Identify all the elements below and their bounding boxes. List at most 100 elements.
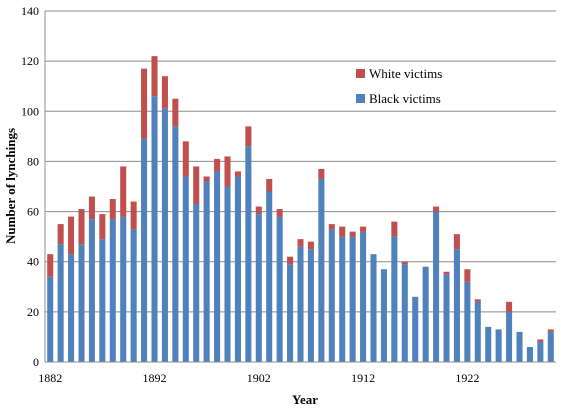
bar-black-victims-1921 [453, 249, 460, 362]
bar-white-victims-1910 [339, 226, 346, 237]
bar-white-victims-1920 [443, 271, 450, 275]
bar-black-victims-1899 [224, 186, 231, 362]
y-tick-label: 40 [27, 255, 39, 269]
x-tick-label: 1902 [247, 371, 271, 385]
bar-white-victims-1923 [474, 299, 481, 302]
bar-white-victims-1886 [88, 196, 95, 220]
y-tick-label: 20 [27, 305, 39, 319]
bar-white-victims-1900 [234, 171, 241, 177]
bar-white-victims-1889 [120, 166, 127, 217]
bar-white-victims-1893 [161, 76, 168, 109]
bar-black-victims-1920 [443, 274, 450, 362]
gridlines [45, 10, 556, 313]
bar-white-victims-1890 [130, 201, 137, 230]
bar-black-victims-1925 [495, 329, 502, 362]
bar-white-victims-1906 [297, 239, 304, 247]
legend: White victims Black victims [356, 66, 442, 106]
bar-black-victims-1910 [339, 236, 346, 362]
bar-white-victims-1903 [266, 178, 273, 192]
bar-black-victims-1888 [109, 219, 116, 362]
bar-white-victims-1911 [349, 231, 356, 237]
legend-swatch-white-victims [356, 69, 365, 78]
y-tick-label: 100 [21, 104, 39, 118]
bar-black-victims-1900 [234, 176, 241, 362]
bar-black-victims-1897 [203, 181, 210, 362]
bar-black-victims-1890 [130, 229, 137, 362]
y-tick-label: 120 [21, 54, 39, 68]
bar-white-victims-1929 [537, 339, 544, 342]
y-tick-label: 60 [27, 205, 39, 219]
bar-black-victims-1896 [193, 204, 200, 362]
bar-black-victims-1891 [141, 138, 148, 362]
bar-black-victims-1913 [370, 254, 377, 362]
bar-white-victims-1895 [182, 141, 189, 177]
bar-black-victims-1883 [57, 244, 64, 362]
x-axis-title: Year [292, 392, 318, 407]
bar-black-victims-1903 [266, 191, 273, 362]
bar-black-victims-1905 [287, 264, 294, 362]
bar-white-victims-1905 [287, 256, 294, 265]
bar-white-victims-1894 [172, 98, 179, 127]
bar-black-victims-1908 [318, 178, 325, 362]
bar-black-victims-1911 [349, 236, 356, 362]
bar-black-victims-1912 [360, 231, 367, 362]
bar-black-victims-1895 [182, 176, 189, 362]
bar-white-victims-1926 [506, 301, 513, 312]
bar-black-victims-1926 [506, 311, 513, 362]
bar-white-victims-1884 [68, 216, 75, 255]
bar-black-victims-1917 [412, 296, 419, 362]
bar-white-victims-1916 [401, 261, 408, 265]
bar-white-victims-1887 [99, 214, 106, 240]
bar-white-victims-1898 [214, 158, 221, 172]
bar-black-victims-1927 [516, 331, 523, 362]
bar-black-victims-1901 [245, 146, 252, 362]
bar-black-victims-1894 [172, 126, 179, 362]
bar-black-victims-1886 [88, 219, 95, 362]
legend-swatch-black-victims [356, 94, 365, 103]
bar-black-victims-1928 [526, 346, 533, 362]
bar-black-victims-1922 [464, 281, 471, 362]
bar-black-victims-1902 [255, 214, 262, 362]
bar-white-victims-1907 [307, 241, 314, 250]
bar-white-victims-1888 [109, 199, 116, 220]
bar-black-victims-1898 [214, 171, 221, 362]
x-tick-labels: 1882 1892 1902 1912 1922 [38, 371, 479, 385]
bar-white-victims-1921 [453, 234, 460, 250]
y-tick-label: 0 [33, 355, 39, 369]
bar-black-victims-1882 [47, 276, 54, 362]
bar-white-victims-1901 [245, 126, 252, 147]
bar-white-victims-1883 [57, 224, 64, 245]
bar-white-victims-1897 [203, 176, 210, 182]
y-tick-label: 140 [21, 4, 39, 18]
bar-white-victims-1882 [47, 254, 54, 277]
x-tick-label: 1882 [38, 371, 62, 385]
bar-white-victims-1896 [193, 166, 200, 205]
bar-black-victims-1929 [537, 341, 544, 362]
bar-white-victims-1915 [391, 221, 398, 237]
bar-black-victims-1915 [391, 236, 398, 362]
bar-white-victims-1919 [433, 206, 440, 212]
legend-label-black-victims: Black victims [369, 91, 441, 106]
bar-white-victims-1904 [276, 209, 283, 217]
bar-white-victims-1909 [328, 224, 335, 230]
bar-black-victims-1916 [401, 264, 408, 362]
bar-black-victims-1914 [380, 269, 387, 362]
bar-black-victims-1885 [78, 244, 85, 362]
bar-white-victims-1930 [547, 329, 554, 332]
x-tick-label: 1912 [351, 371, 375, 385]
bar-white-victims-1891 [141, 68, 148, 139]
x-tick-label: 1892 [143, 371, 167, 385]
bar-black-victims-1884 [68, 254, 75, 362]
y-axis-title: Number of lynchings [3, 128, 18, 244]
y-tick-label: 80 [27, 154, 39, 168]
bar-white-victims-1922 [464, 269, 471, 282]
bar-black-victims-1923 [474, 301, 481, 362]
bar-black-victims-1918 [422, 266, 429, 362]
bar-white-victims-1912 [360, 226, 367, 232]
x-tick-label: 1922 [455, 371, 479, 385]
bar-black-victims-1893 [161, 108, 168, 362]
bar-black-victims-1907 [307, 249, 314, 362]
bars [47, 56, 554, 363]
bar-black-victims-1904 [276, 216, 283, 362]
